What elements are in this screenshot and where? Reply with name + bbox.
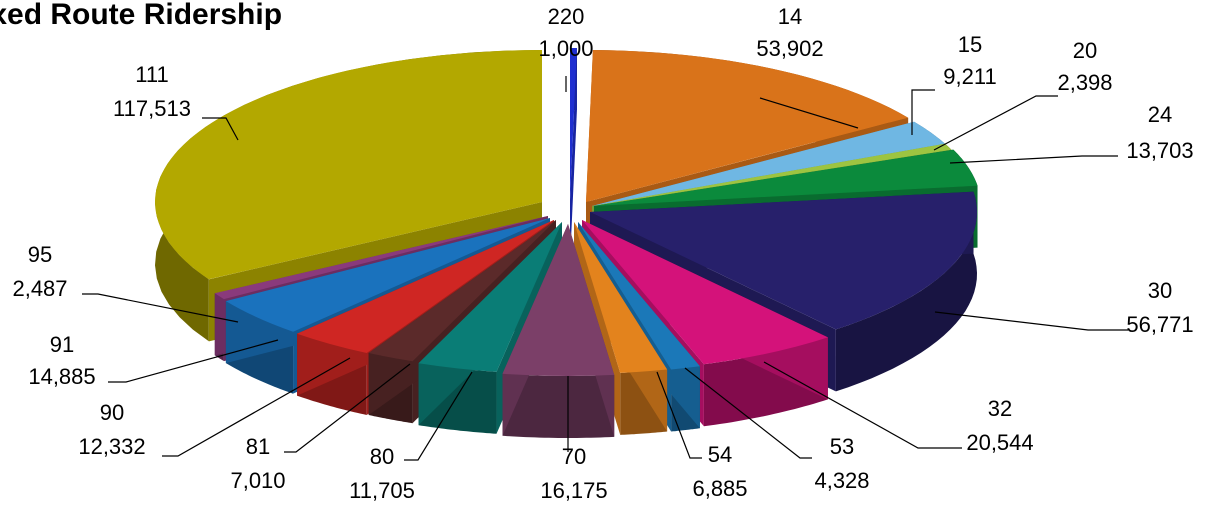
slice-side-30 [835, 191, 977, 392]
slice-70 [502, 224, 615, 376]
category-label-70: 70 [562, 444, 586, 469]
leader-line-111 [202, 117, 239, 141]
value-label-91: 14,885 [28, 364, 95, 389]
leader-line-30 [934, 311, 1128, 331]
value-label-53: 4,328 [814, 468, 869, 493]
value-label-20: 2,398 [1057, 70, 1112, 95]
value-label-70: 16,175 [540, 478, 607, 503]
leader-line-20 [933, 95, 1058, 151]
slice-80 [418, 222, 562, 372]
category-label-95: 95 [28, 242, 52, 267]
slice-14 [586, 50, 909, 202]
slice-30 [590, 191, 977, 330]
leader-line-14 [759, 97, 859, 129]
slice-81 [368, 220, 556, 362]
leader-line-81 [284, 363, 411, 453]
slice-53 [578, 222, 700, 370]
value-label-80: 11,705 [349, 478, 415, 503]
value-label-32: 20,544 [966, 430, 1033, 455]
leader-line-54 [656, 371, 702, 459]
value-label-81: 7,010 [230, 468, 285, 493]
slice-111 [155, 50, 542, 280]
category-label-90: 90 [100, 400, 124, 425]
slice-15 [592, 121, 945, 206]
category-label-81: 81 [246, 434, 270, 459]
slice-91 [225, 218, 550, 332]
leader-line-95 [82, 293, 239, 323]
category-label-54: 54 [708, 442, 732, 467]
leader-line-15 [911, 89, 935, 135]
value-label-14: 53,902 [756, 36, 823, 61]
value-label-24: 13,703 [1126, 138, 1193, 163]
category-label-20: 20 [1073, 38, 1097, 63]
slice-24 [594, 149, 978, 206]
category-label-111: 111 [135, 62, 168, 87]
category-label-53: 53 [830, 434, 854, 459]
value-label-220: 1,000 [538, 36, 593, 61]
slice-face-81-1 [368, 220, 556, 416]
slice-face-91-1 [225, 218, 551, 364]
leader-line-32 [763, 361, 962, 449]
category-label-30: 30 [1148, 278, 1172, 303]
category-label-91: 91 [50, 332, 74, 357]
slice-32 [582, 220, 828, 365]
slice-54 [574, 222, 668, 373]
slice-220 [570, 47, 577, 200]
leader-line-91 [108, 339, 279, 383]
leader-line-24 [949, 155, 1118, 164]
slice-95 [214, 216, 549, 300]
category-label-24: 24 [1148, 102, 1172, 127]
value-label-95: 2,487 [12, 276, 67, 301]
slice-side-70 [502, 373, 615, 438]
leader-line-53 [684, 367, 812, 459]
category-label-14: 14 [778, 4, 802, 29]
slice-20 [592, 143, 952, 206]
value-label-30: 56,771 [1126, 312, 1193, 337]
category-label-15: 15 [958, 32, 982, 57]
value-label-90: 12,332 [78, 434, 145, 459]
value-label-54: 6,885 [692, 476, 747, 501]
category-label-80: 80 [370, 444, 394, 469]
slice-face-220-1 [570, 48, 577, 263]
category-label-220: 220 [548, 4, 585, 29]
value-label-15: 9,211 [943, 64, 996, 89]
leader-line-90 [162, 357, 351, 457]
leader-line-80 [404, 371, 473, 461]
category-label-32: 32 [988, 396, 1012, 421]
value-label-111: 117,513 [113, 96, 191, 121]
chart-title: ixed Route Ridership [0, 0, 283, 31]
slice-90 [297, 220, 554, 353]
